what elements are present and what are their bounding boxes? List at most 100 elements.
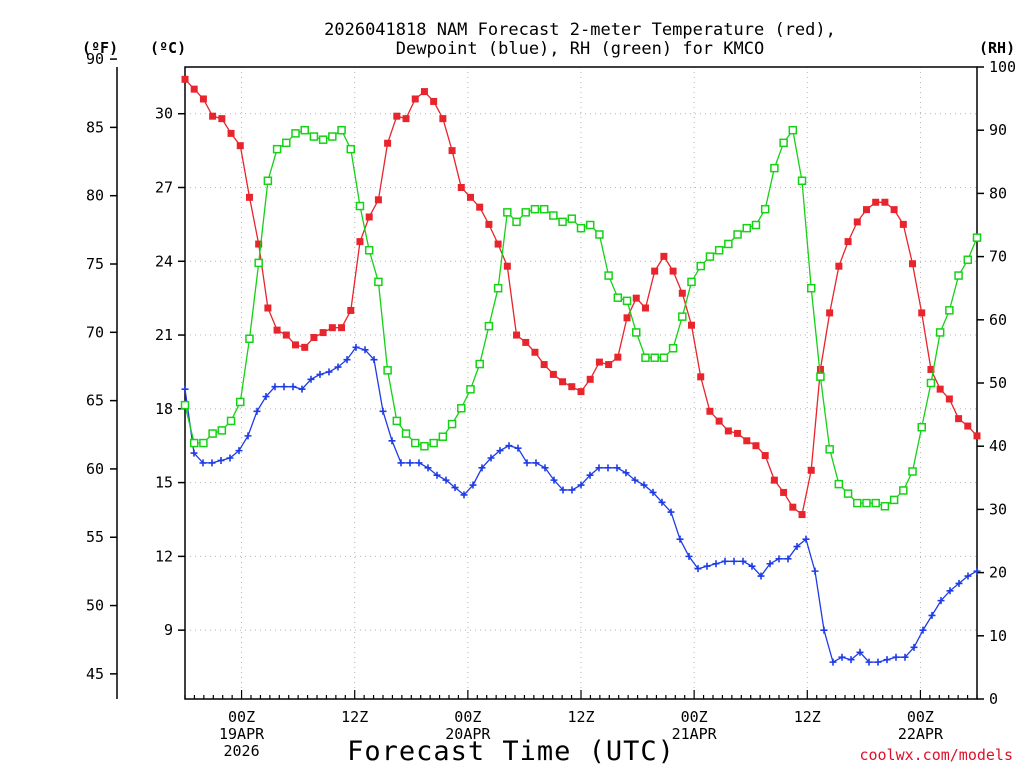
dewpoint-point xyxy=(181,385,189,393)
temperature-point xyxy=(245,193,253,201)
dewpoint-point xyxy=(604,464,612,472)
rh-point xyxy=(788,125,798,135)
rh-point xyxy=(401,429,411,438)
temperature-point xyxy=(918,309,926,317)
fahrenheit-tick-label: 70 xyxy=(86,323,104,341)
rh-tick-label: 50 xyxy=(989,374,1007,392)
dewpoint-point xyxy=(199,459,207,467)
dewpoint-point xyxy=(352,343,360,351)
rh-tick-label: 80 xyxy=(989,184,1007,202)
rh-point xyxy=(282,138,291,148)
temperature-point xyxy=(549,370,557,378)
dewpoint-point xyxy=(559,486,567,494)
dewpoint-point xyxy=(388,437,396,445)
dewpoint-point xyxy=(505,442,513,450)
dewpoint-point xyxy=(946,587,954,595)
rh-point xyxy=(549,211,558,220)
dewpoint-point xyxy=(208,459,216,467)
rh-point xyxy=(659,353,669,362)
dewpoint-point xyxy=(973,567,981,575)
dewpoint-point xyxy=(667,508,675,516)
x-tick-label: 2026 xyxy=(224,742,260,760)
rh-unit-label: (RH) xyxy=(979,39,1015,57)
temperature-point xyxy=(595,358,603,366)
temperature-point xyxy=(945,395,953,403)
dewpoint-point xyxy=(901,653,909,661)
temperature-point xyxy=(826,309,834,317)
fahrenheit-tick-label: 75 xyxy=(86,255,104,273)
dewpoint-point xyxy=(856,648,864,656)
dewpoint-point xyxy=(883,656,891,664)
rh-point xyxy=(484,321,494,331)
dewpoint-point xyxy=(406,459,414,467)
x-tick-label: 00Z xyxy=(454,708,481,726)
dewpoint-point xyxy=(739,557,747,565)
temperature-point xyxy=(780,488,788,496)
dewpoint-point xyxy=(487,454,495,462)
temperature-point xyxy=(862,206,870,214)
credit-text: coolwx.com/models xyxy=(859,746,1013,764)
rh-point xyxy=(595,230,604,239)
celsius-tick-label: 9 xyxy=(164,621,173,639)
rh-point xyxy=(751,220,761,230)
dewpoint-point xyxy=(847,656,855,664)
rh-tick-label: 20 xyxy=(989,564,1007,582)
temperature-point xyxy=(909,260,917,268)
rh-point xyxy=(917,422,926,432)
rh-point xyxy=(724,239,733,249)
temperature-point xyxy=(724,427,732,435)
dewpoint-point xyxy=(532,459,540,467)
rh-point xyxy=(696,261,705,271)
temperature-point xyxy=(513,331,521,339)
rh-point xyxy=(254,258,263,268)
dewpoint-point xyxy=(334,363,342,371)
temperature-point xyxy=(697,373,705,381)
temperature-point xyxy=(439,115,447,123)
rh-point xyxy=(346,144,356,154)
rh-point xyxy=(797,176,807,186)
rh-tick-label: 70 xyxy=(989,248,1007,266)
dewpoint-point xyxy=(280,383,288,391)
temperature-point xyxy=(964,422,972,430)
temperature-point xyxy=(181,75,189,83)
temperature-point xyxy=(393,112,401,120)
x-tick-label: 21APR xyxy=(672,725,718,743)
x-axis-title: Forecast Time (UTC) xyxy=(347,736,675,767)
temperature-point xyxy=(356,238,364,246)
dewpoint-point xyxy=(748,562,756,570)
temperature-point xyxy=(466,193,474,201)
x-tick-label: 20APR xyxy=(445,725,491,743)
temperature-point xyxy=(531,348,539,356)
celsius-tick-label: 12 xyxy=(155,547,173,565)
rh-point xyxy=(613,293,623,302)
dewpoint-point xyxy=(442,476,450,484)
rh-point xyxy=(779,138,788,148)
fahrenheit-tick-label: 60 xyxy=(86,460,104,478)
dewpoint-point xyxy=(757,572,765,580)
x-tick-label: 19APR xyxy=(219,725,265,743)
rh-point xyxy=(862,498,871,508)
dewpoint-point xyxy=(613,464,621,472)
rh-point xyxy=(236,397,245,407)
dewpoint-point xyxy=(829,658,837,666)
dewpoint-point xyxy=(226,454,234,462)
rh-point xyxy=(447,419,457,429)
temperature-point xyxy=(872,198,880,206)
rh-point xyxy=(954,271,963,280)
rh-point xyxy=(668,343,678,353)
dewpoint-point xyxy=(811,567,819,575)
dewpoint-point xyxy=(307,375,315,383)
rh-point xyxy=(825,445,834,454)
dewpoint-point xyxy=(433,471,441,479)
rh-point xyxy=(678,312,687,321)
rh-point xyxy=(576,223,586,233)
temperature-point xyxy=(255,240,263,248)
temperature-point xyxy=(706,407,714,415)
rh-tick-label: 40 xyxy=(989,437,1007,455)
rh-point xyxy=(245,334,254,344)
dewpoint-point xyxy=(964,572,972,580)
rh-point xyxy=(383,366,392,375)
dewpoint-point xyxy=(775,555,783,563)
temperature-point xyxy=(641,304,649,312)
